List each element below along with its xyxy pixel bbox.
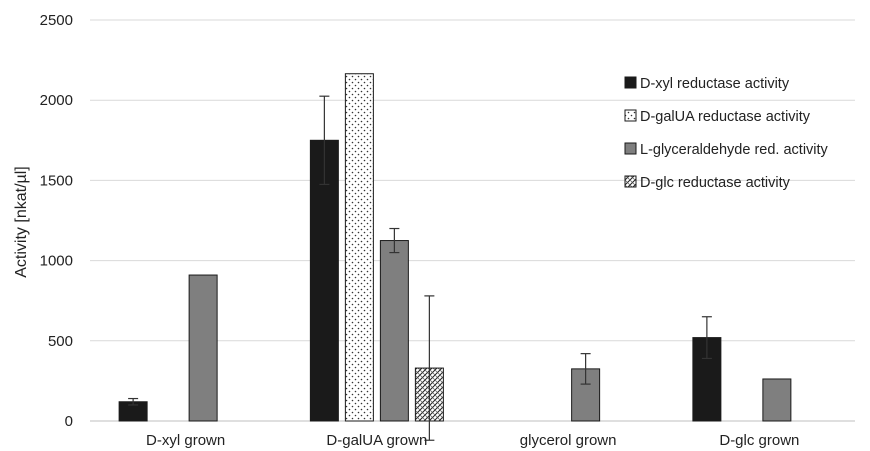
y-tick-labels: 0 500 1000 1500 2000 2500 <box>40 12 73 430</box>
legend-swatch <box>624 76 637 89</box>
y-tick-label: 2500 <box>40 12 73 29</box>
legend-swatch <box>624 175 637 188</box>
legend-swatch <box>624 109 637 122</box>
x-category-label: D-xyl grown <box>146 432 225 449</box>
bar <box>762 378 792 422</box>
legend: D-xyl reductase activity D-galUA reductas… <box>624 76 829 191</box>
y-axis-title: Activity [nkat/µl] <box>13 166 30 277</box>
legend-item: D-galUA reductase activity <box>624 109 811 125</box>
legend-label: L-glyceraldehyde red. activity <box>640 142 829 158</box>
error-bar <box>319 95 330 186</box>
bar <box>379 240 409 422</box>
legend-item: D-xyl reductase activity <box>624 76 790 92</box>
bar <box>309 139 339 422</box>
error-bar <box>128 397 139 406</box>
legend-item: L-glyceraldehyde red. activity <box>624 142 829 158</box>
x-category-label: glycerol grown <box>520 432 617 449</box>
bar <box>188 274 218 422</box>
legend-label: D-xyl reductase activity <box>640 76 790 92</box>
legend-item: D-glc reductase activity <box>624 175 791 191</box>
bars <box>118 73 792 422</box>
legend-label: D-glc reductase activity <box>640 175 791 191</box>
error-bar <box>580 353 591 385</box>
legend-label: D-galUA reductase activity <box>640 109 811 125</box>
y-tick-label: 1500 <box>40 172 73 189</box>
error-bar <box>389 227 400 254</box>
y-tick-label: 0 <box>65 413 73 430</box>
bar <box>344 73 374 422</box>
legend-swatch <box>624 142 637 155</box>
x-category-label: D-glc grown <box>719 432 799 449</box>
y-tick-label: 1000 <box>40 253 73 270</box>
error-bar <box>701 316 712 360</box>
x-category-label: D-galUA grown <box>326 432 427 449</box>
error-bars <box>128 95 712 441</box>
error-bar <box>424 295 435 441</box>
y-tick-label: 2000 <box>40 92 73 109</box>
x-category-labels: D-xyl grown D-galUA grown glycerol grown D-… <box>146 432 799 449</box>
y-tick-label: 500 <box>48 333 73 350</box>
